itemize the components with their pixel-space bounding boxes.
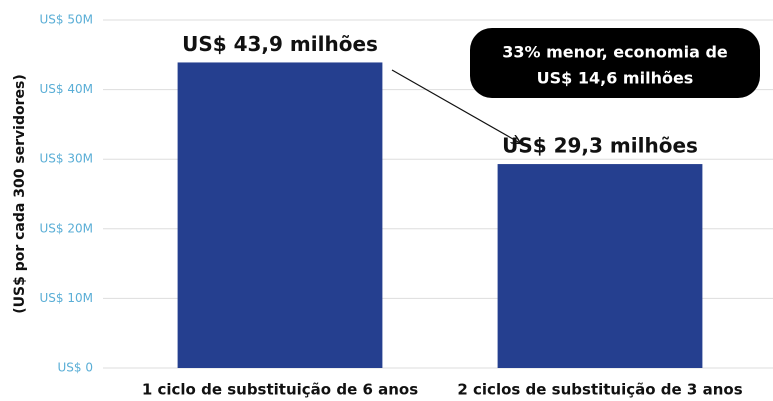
- bar: [497, 164, 703, 368]
- annotation-box: [470, 28, 760, 98]
- y-axis-label: (US$ por cada 300 servidores): [12, 74, 28, 314]
- y-tick-label: US$ 20M: [40, 221, 93, 235]
- bar: [177, 62, 383, 369]
- x-tick-label: 1 ciclo de substituição de 6 anos: [142, 381, 418, 399]
- data-label: US$ 43,9 milhões: [182, 32, 378, 56]
- annotation: 33% menor, economia de: [502, 43, 728, 62]
- annotation: US$ 14,6 milhões: [537, 69, 694, 88]
- x-tick-label: 2 ciclos de substituição de 3 anos: [457, 381, 742, 399]
- data-label: US$ 29,3 milhões: [502, 134, 698, 158]
- y-tick-label: US$ 50M: [40, 13, 93, 27]
- y-tick-label: US$ 40M: [40, 82, 93, 96]
- arrow: [391, 69, 520, 143]
- y-tick-label: US$ 30M: [40, 152, 93, 166]
- y-tick-label: US$ 10M: [40, 291, 93, 305]
- y-tick-label: US$ 0: [58, 361, 93, 375]
